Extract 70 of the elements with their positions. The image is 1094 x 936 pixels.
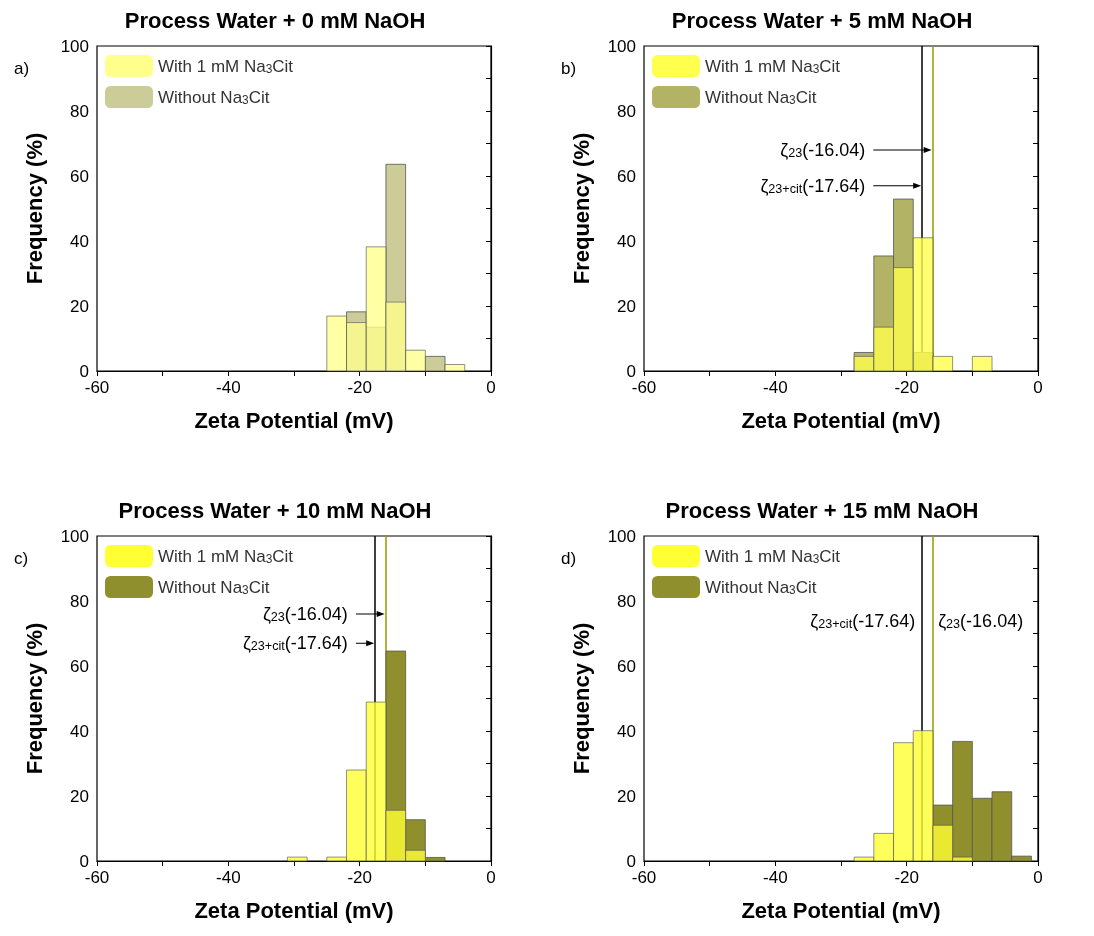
x-tick-label: 0 (1033, 378, 1043, 397)
chart-title: Process Water + 0 mM NaOH (124, 7, 426, 33)
y-tick-label: 20 (70, 786, 89, 806)
x-tick-label: -20 (894, 868, 919, 887)
legend-label: Without Na3Cit (705, 577, 817, 597)
ref-line-label: ζ23+cit(-17.64) (810, 610, 916, 631)
legend-label: With 1 mM Na3Cit (705, 56, 841, 76)
y-tick-label: 80 (617, 591, 636, 611)
ref-line-label: ζ23(-16.04) (780, 140, 866, 161)
x-axis-title: Zeta Potential (mV) (194, 897, 394, 923)
legend-label: With 1 mM Na3Cit (705, 546, 841, 566)
y-axis-title: Frequency (%) (21, 132, 47, 285)
y-tick-label: 40 (617, 231, 636, 251)
legend-label: With 1 mM Na3Cit (158, 546, 294, 566)
y-tick-label: 20 (617, 786, 636, 806)
text: b) (561, 59, 577, 78)
x-tick-label: -20 (347, 868, 372, 887)
text: c) (14, 549, 29, 568)
legend-label: Without Na3Cit (158, 87, 270, 107)
y-tick-label: 0 (79, 851, 89, 871)
x-tick-label: -20 (347, 378, 372, 397)
ref-line-label: ζ23+cit(-17.64) (760, 175, 866, 196)
chart-title: Process Water + 15 mM NaOH (665, 497, 979, 523)
y-tick-label: 0 (626, 851, 636, 871)
x-axis-title: Zeta Potential (mV) (741, 897, 941, 923)
y-tick-label: 20 (70, 296, 89, 316)
legend-label: With 1 mM Na3Cit (158, 56, 294, 76)
y-tick-label: 60 (617, 656, 636, 676)
text: d) (561, 549, 577, 568)
y-tick-label: 60 (617, 166, 636, 186)
y-axis-title: Frequency (%) (568, 622, 594, 775)
y-tick-label: 40 (70, 231, 89, 251)
y-tick-label: 100 (60, 36, 89, 56)
y-tick-label: 20 (617, 296, 636, 316)
x-tick-label: 0 (1033, 868, 1043, 887)
x-tick-label: -60 (631, 378, 657, 397)
x-tick-label: 0 (486, 868, 496, 887)
x-tick-label: -40 (216, 378, 241, 397)
y-tick-label: 0 (79, 361, 89, 381)
y-tick-label: 0 (626, 361, 636, 381)
y-tick-label: 60 (70, 656, 89, 676)
y-tick-label: 40 (617, 721, 636, 741)
legend-label: Without Na3Cit (158, 577, 270, 597)
ref-line-label: ζ23(-16.04) (262, 604, 348, 625)
x-tick-label: -60 (84, 868, 110, 887)
y-tick-label: 100 (607, 36, 636, 56)
y-tick-label: 80 (617, 101, 636, 121)
y-tick-label: 100 (60, 526, 89, 546)
y-tick-label: 80 (70, 101, 89, 121)
y-axis-title: Frequency (%) (21, 622, 47, 775)
x-tick-label: -60 (84, 378, 110, 397)
chart-title: Process Water + 5 mM NaOH (671, 7, 973, 33)
y-tick-label: 60 (70, 166, 89, 186)
ref-line-label: ζ23(-16.04) (938, 610, 1024, 631)
text: a) (14, 59, 30, 78)
x-axis-title: Zeta Potential (mV) (194, 407, 394, 433)
x-tick-label: -40 (763, 378, 788, 397)
x-tick-label: -40 (216, 868, 241, 887)
y-tick-label: 40 (70, 721, 89, 741)
chart-title: Process Water + 10 mM NaOH (118, 497, 432, 523)
x-tick-label: 0 (486, 378, 496, 397)
x-tick-label: -20 (894, 378, 919, 397)
x-tick-label: -40 (763, 868, 788, 887)
legend-label: Without Na3Cit (705, 87, 817, 107)
x-axis-title: Zeta Potential (mV) (741, 407, 941, 433)
y-tick-label: 80 (70, 591, 89, 611)
ref-line-label: ζ23+cit(-17.64) (242, 633, 348, 654)
x-tick-label: -60 (631, 868, 657, 887)
y-axis-title: Frequency (%) (568, 132, 594, 285)
y-tick-label: 100 (607, 526, 636, 546)
